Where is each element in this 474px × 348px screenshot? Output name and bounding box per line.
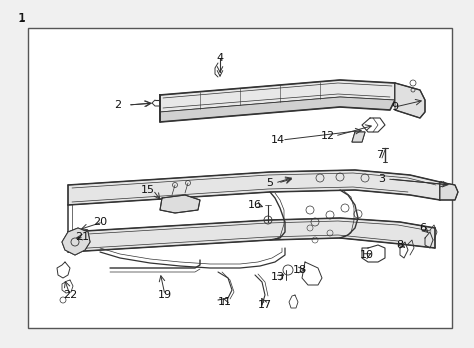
Polygon shape: [68, 170, 440, 205]
Text: 21: 21: [75, 232, 89, 242]
Text: 3: 3: [379, 174, 385, 184]
Text: 20: 20: [93, 217, 107, 227]
Text: 7: 7: [376, 150, 383, 160]
Text: 22: 22: [63, 290, 77, 300]
Text: 5: 5: [266, 178, 273, 188]
Polygon shape: [352, 132, 365, 142]
Polygon shape: [160, 97, 395, 122]
Text: 4: 4: [217, 53, 224, 63]
Text: 14: 14: [271, 135, 285, 145]
Text: 1: 1: [18, 13, 26, 23]
Polygon shape: [160, 195, 200, 213]
Polygon shape: [68, 218, 435, 252]
Text: 8: 8: [396, 240, 403, 250]
Polygon shape: [440, 182, 458, 200]
Bar: [28, 28, 452, 328]
Text: 12: 12: [321, 131, 335, 141]
Text: 17: 17: [258, 300, 272, 310]
Text: 13: 13: [271, 272, 285, 282]
Polygon shape: [62, 228, 90, 255]
Text: 10: 10: [360, 250, 374, 260]
Text: 9: 9: [392, 102, 399, 112]
Polygon shape: [160, 80, 395, 112]
Text: 11: 11: [218, 297, 232, 307]
Text: 16: 16: [248, 200, 262, 210]
Text: 1: 1: [18, 11, 26, 24]
Text: 6: 6: [419, 223, 427, 233]
Text: 19: 19: [158, 290, 172, 300]
Text: 18: 18: [293, 265, 307, 275]
Text: 2: 2: [114, 100, 121, 110]
Polygon shape: [395, 83, 425, 118]
Text: 15: 15: [141, 185, 155, 195]
